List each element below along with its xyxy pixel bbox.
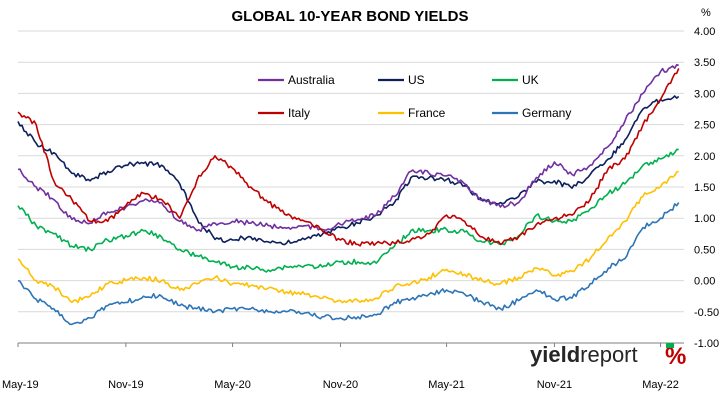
series-lines (17, 64, 680, 326)
y-tick-label-8: 0.00 (694, 276, 715, 288)
x-tick-label-5: Nov-21 (537, 379, 572, 391)
y-tick-label-1: 3.50 (694, 57, 715, 69)
x-tick-label-1: Nov-19 (108, 379, 143, 391)
y-tick-label-7: 0.50 (694, 244, 715, 256)
x-tick-label-3: Nov-20 (323, 379, 358, 391)
legend: Australia US UK Italy France Germany (258, 73, 571, 120)
logo-word-regular: report (580, 342, 637, 367)
x-axis-tick-labels: May-19 Nov-19 May-20 Nov-20 May-21 Nov-21 May-… (2, 343, 679, 391)
legend-label-australia: Australia (288, 73, 335, 87)
series-line-australia (17, 64, 679, 233)
series-line-uk (17, 148, 679, 273)
x-tick-label-2: May-20 (214, 379, 251, 391)
y-tick-label-6: 1.00 (694, 213, 715, 225)
legend-label-us: US (408, 73, 425, 87)
y-tick-label-3: 2.50 (694, 120, 715, 132)
x-tick-label-6: May-22 (642, 379, 679, 391)
logo-text: yieldreport (530, 342, 638, 367)
y-axis-tick-labels: 4.00 3.50 3.00 2.50 2.00 1.50 1.00 0.50 0.00 -0.5… (694, 26, 719, 350)
logo-percent-accent (666, 343, 674, 348)
grid-lines (18, 30, 684, 344)
y-tick-label-9: -0.50 (694, 307, 719, 319)
y-tick-label-0: 4.00 (694, 26, 715, 38)
x-tick-label-0: May-19 (2, 379, 39, 391)
logo-percent-symbol: % (665, 343, 686, 370)
yieldreport-logo: yieldreport % (530, 342, 686, 370)
legend-label-germany: Germany (522, 106, 571, 120)
series-line-italy (17, 68, 680, 247)
logo-word-bold: yield (530, 342, 580, 367)
legend-label-uk: UK (522, 73, 539, 87)
y-tick-label-2: 3.00 (694, 88, 715, 100)
y-tick-label-5: 1.50 (694, 182, 715, 194)
chart-title: GLOBAL 10-YEAR BOND YIELDS (232, 8, 469, 25)
series-line-germany (17, 202, 680, 326)
series-line-us (17, 95, 680, 246)
x-tick-label-4: May-21 (428, 379, 465, 391)
series-line-france (17, 170, 679, 304)
y-axis-unit-label: % (701, 7, 711, 19)
y-tick-label-4: 2.00 (694, 151, 715, 163)
legend-label-italy: Italy (288, 106, 310, 120)
y-tick-label-10: -1.00 (694, 338, 719, 350)
legend-label-france: France (408, 106, 446, 120)
